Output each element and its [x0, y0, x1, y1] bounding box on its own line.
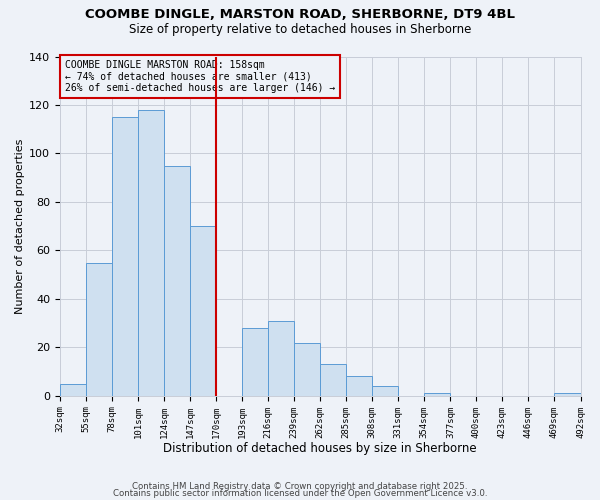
- Y-axis label: Number of detached properties: Number of detached properties: [15, 138, 25, 314]
- Bar: [60, 384, 86, 396]
- Bar: [268, 320, 294, 396]
- Bar: [294, 342, 320, 396]
- Bar: [86, 262, 112, 396]
- Bar: [424, 394, 451, 396]
- Bar: [373, 386, 398, 396]
- Bar: [112, 117, 138, 396]
- Bar: [138, 110, 164, 396]
- Bar: [164, 166, 190, 396]
- Text: Size of property relative to detached houses in Sherborne: Size of property relative to detached ho…: [129, 22, 471, 36]
- Bar: [320, 364, 346, 396]
- Bar: [190, 226, 216, 396]
- Text: COOMBE DINGLE MARSTON ROAD: 158sqm
← 74% of detached houses are smaller (413)
26: COOMBE DINGLE MARSTON ROAD: 158sqm ← 74%…: [65, 60, 335, 93]
- Text: Contains public sector information licensed under the Open Government Licence v3: Contains public sector information licen…: [113, 489, 487, 498]
- Bar: [554, 394, 581, 396]
- Bar: [346, 376, 373, 396]
- Text: COOMBE DINGLE, MARSTON ROAD, SHERBORNE, DT9 4BL: COOMBE DINGLE, MARSTON ROAD, SHERBORNE, …: [85, 8, 515, 20]
- X-axis label: Distribution of detached houses by size in Sherborne: Distribution of detached houses by size …: [163, 442, 477, 455]
- Bar: [242, 328, 268, 396]
- Text: Contains HM Land Registry data © Crown copyright and database right 2025.: Contains HM Land Registry data © Crown c…: [132, 482, 468, 491]
